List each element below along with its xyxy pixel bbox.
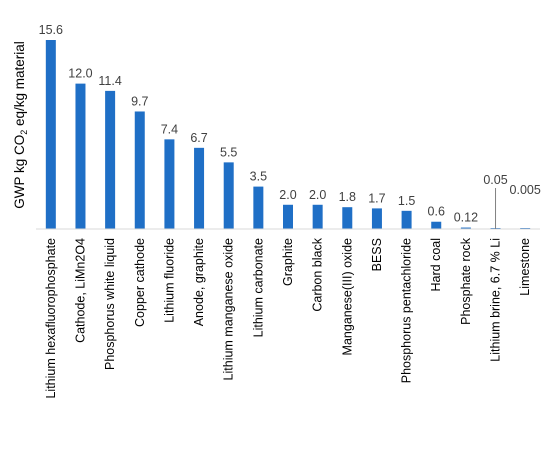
category-label: Cathode, LiMn2O4: [73, 238, 87, 343]
category-labels-layer: Lithium hexafluorophosphate Cathode, LiMn…: [44, 237, 532, 398]
bar: [134, 111, 145, 229]
bar: [283, 204, 293, 229]
data-label: 0.05: [483, 173, 507, 187]
category-label: Manganese(III) oxide: [340, 238, 354, 355]
category-label: Lithium hexafluorophosphate: [44, 238, 58, 399]
data-label: 5.5: [220, 145, 237, 159]
bar: [401, 210, 412, 229]
data-label: 7.4: [161, 122, 178, 136]
data-label: 3.5: [250, 170, 267, 184]
data-label: 1.8: [339, 190, 356, 204]
category-label: Graphite: [281, 238, 295, 286]
y-axis-label-main: GWP kg CO: [12, 135, 27, 209]
data-label: 0.6: [428, 205, 445, 219]
data-label: 2.0: [309, 188, 326, 202]
category-label: Lithium fluoride: [162, 238, 176, 323]
data-label: 11.4: [98, 74, 121, 88]
y-axis-label: GWP kg CO2 eq/kg material: [12, 41, 29, 209]
category-label: Limestone: [518, 238, 532, 296]
data-label: 1.5: [398, 194, 415, 208]
bar: [223, 162, 234, 229]
category-label: BESS: [370, 238, 384, 271]
category-label: Lithium manganese oxide: [222, 238, 236, 380]
data-label: 15.6: [39, 23, 63, 37]
bar: [342, 207, 353, 229]
labels-layer: 15.6 12.0 11.4 9.7 7.4 6.7 5.5 3.5 2.0 2.0 1.8 1.7 1…: [39, 23, 541, 229]
data-label: 0.12: [454, 211, 478, 225]
bar: [45, 40, 56, 229]
y-axis-label-rest: eq/kg material: [12, 41, 27, 130]
data-label: 2.0: [279, 188, 296, 202]
data-label: 12.0: [68, 67, 92, 81]
category-label: Lithium carbonate: [251, 238, 265, 337]
category-label: Phosphorus white liquid: [103, 238, 117, 370]
data-label: 6.7: [190, 131, 207, 145]
bar: [371, 208, 382, 229]
category-label: Anode, graphite: [192, 238, 206, 326]
bar: [164, 139, 175, 229]
bar: [105, 90, 116, 229]
bar: [460, 227, 471, 229]
data-label: 9.7: [131, 94, 148, 108]
bar: [431, 221, 442, 229]
category-label: Hard coal: [429, 238, 443, 292]
bar: [194, 147, 205, 229]
category-label: Phosphorus pentachloride: [400, 238, 414, 383]
y-axis-label-subscript: 2: [19, 130, 29, 135]
data-label: 0.005: [510, 183, 541, 197]
category-label: Lithium brine, 6.7 % Li: [489, 238, 503, 362]
bars-layer: [45, 40, 531, 230]
bar: [75, 83, 86, 230]
category-label: Carbon black: [311, 237, 325, 311]
bar: [253, 186, 264, 229]
data-label: 1.7: [368, 191, 385, 205]
category-label: Copper cathode: [133, 238, 147, 327]
category-label: Phosphate rock: [459, 237, 473, 325]
bar: [312, 204, 323, 229]
